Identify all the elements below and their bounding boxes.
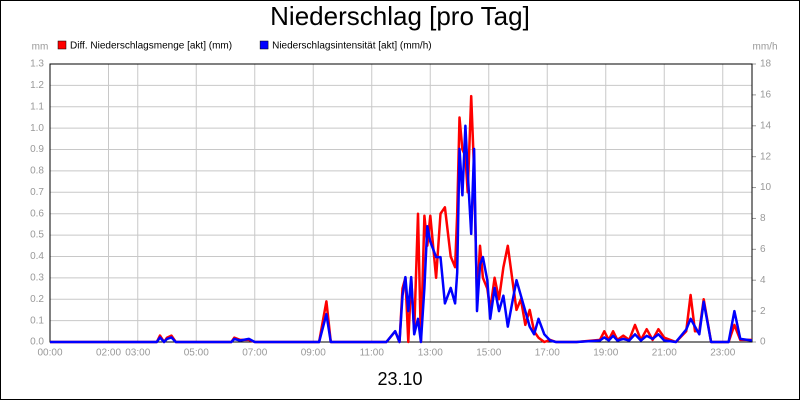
x-tick-label: 05:00 xyxy=(184,348,209,359)
y2-axis-unit: mm/h xyxy=(753,42,778,53)
x-tick-label: 21:00 xyxy=(652,348,677,359)
y-tick-label: 1.3 xyxy=(30,59,44,70)
y2-tick-label: 6 xyxy=(760,244,766,255)
y-tick-label: 0.6 xyxy=(30,208,44,219)
y-tick-label: 0.5 xyxy=(30,230,44,241)
legend-swatch xyxy=(57,40,67,50)
x-tick-label: 03:00 xyxy=(125,348,150,359)
y-tick-label: 0.3 xyxy=(30,272,44,283)
x-tick-label: 23:00 xyxy=(710,348,735,359)
y-tick-label: 0.1 xyxy=(30,315,44,326)
y2-tick-label: 0 xyxy=(760,337,766,348)
data-line xyxy=(50,124,753,344)
y-tick-label: 0.7 xyxy=(30,187,44,198)
y-tick-label: 0.4 xyxy=(30,251,44,262)
y2-tick-label: 4 xyxy=(760,275,766,286)
legend-swatch xyxy=(259,40,269,50)
y-tick-label: 1.1 xyxy=(30,101,44,112)
y-axis-unit: mm xyxy=(32,42,49,53)
legend-label: Niederschlagsintensität [akt] (mm/h) xyxy=(272,41,432,52)
x-tick-label: 13:00 xyxy=(418,348,443,359)
plot-border xyxy=(49,63,753,343)
y2-tick-label: 16 xyxy=(760,90,772,101)
legend: Diff. Niederschlagsmenge [akt] (mm) Niede… xyxy=(57,40,432,52)
x-tick-label: 02:00 xyxy=(96,348,121,359)
x-tick-label: 15:00 xyxy=(476,348,501,359)
x-tick-label: 11:00 xyxy=(360,348,385,359)
x-tick-label: 17:00 xyxy=(535,348,560,359)
y2-tick-label: 8 xyxy=(760,213,766,224)
y2-tick-label: 18 xyxy=(760,59,772,70)
plot-area xyxy=(49,63,756,344)
chart-title: Niederschlag [pro Tag] xyxy=(270,1,530,31)
y-tick-label: 0.2 xyxy=(30,294,44,305)
x-tick-label: 09:00 xyxy=(301,348,326,359)
x-tick-label: 07:00 xyxy=(242,348,267,359)
y2-tick-label: 12 xyxy=(760,151,772,162)
x-axis-label: 23.10 xyxy=(377,369,422,389)
x-tick-label: 00:00 xyxy=(37,348,62,359)
y2-tick-label: 10 xyxy=(760,182,772,193)
y2-tick-label: 2 xyxy=(760,306,766,317)
y-tick-label: 1.2 xyxy=(30,80,44,91)
legend-label: Diff. Niederschlagsmenge [akt] (mm) xyxy=(70,41,232,52)
y2-tick-label: 14 xyxy=(760,120,772,131)
y-tick-label: 0.0 xyxy=(30,337,44,348)
y-tick-label: 1.0 xyxy=(30,123,44,134)
y-tick-label: 0.8 xyxy=(30,166,44,177)
x-tick-label: 19:00 xyxy=(593,348,618,359)
y-tick-label: 0.9 xyxy=(30,144,44,155)
